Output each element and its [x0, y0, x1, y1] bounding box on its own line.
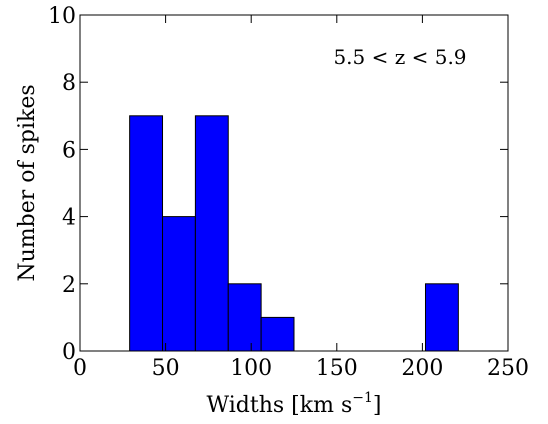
x-tick-label: 200	[401, 356, 443, 381]
bar	[129, 115, 164, 352]
y-tick-label: 10	[48, 4, 76, 29]
y-axis-label: Number of spikes	[15, 84, 40, 281]
bar	[227, 283, 262, 352]
x-tick-label: 50	[152, 356, 180, 381]
y-tick-label: 6	[62, 138, 76, 163]
x-axis-label: Widths [km s−1]	[207, 390, 382, 418]
y-tick-label: 0	[62, 340, 76, 365]
x-tick-label: 150	[316, 356, 358, 381]
x-tick-label: 100	[230, 356, 272, 381]
y-tick-label: 8	[62, 71, 76, 96]
annotation: 5.5 < z < 5.9	[333, 45, 466, 69]
bar	[260, 316, 295, 352]
y-tick-label: 4	[62, 206, 76, 231]
x-tick-label: 0	[73, 356, 87, 381]
bar	[424, 283, 459, 352]
bar	[194, 115, 229, 352]
x-label-sup: −1	[352, 390, 373, 406]
plot-frame	[79, 14, 509, 352]
x-tick-label: 250	[487, 356, 529, 381]
x-label-end: ]	[373, 393, 382, 418]
y-tick-label: 2	[62, 273, 76, 298]
x-label-main: Widths [km s	[207, 393, 353, 418]
bar	[162, 216, 196, 352]
